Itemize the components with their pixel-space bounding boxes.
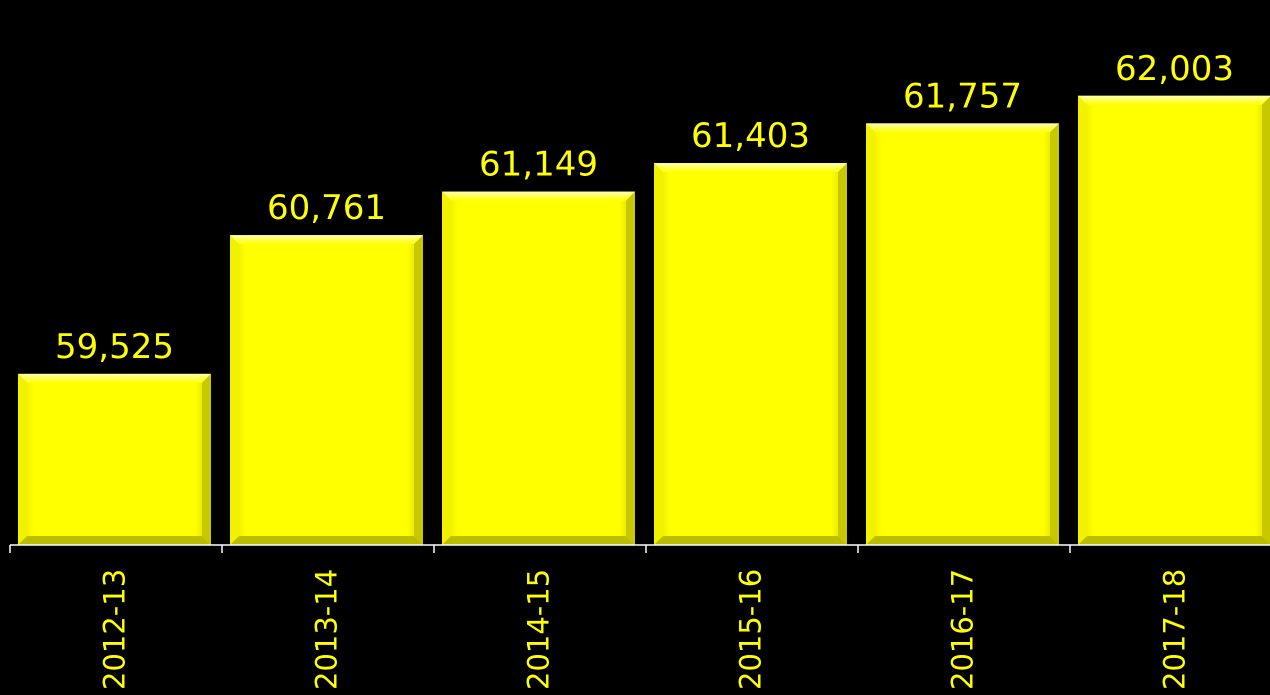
bars-layer <box>18 95 1270 546</box>
data-label-2016-17: 61,757 <box>903 76 1022 116</box>
data-label-2015-16: 61,403 <box>691 116 810 156</box>
x-axis <box>9 544 1270 553</box>
bar-2013-14 <box>230 235 423 545</box>
bar-2017-18 <box>1078 95 1270 545</box>
bar-2014-15 <box>442 191 635 545</box>
data-label-2012-13: 59,525 <box>55 327 174 367</box>
bar-2015-16 <box>654 163 847 545</box>
data-label-2017-18: 62,003 <box>1115 49 1234 89</box>
bar-2012-13 <box>18 373 211 545</box>
x-tick-label-2012-13: 2012-13 <box>98 569 132 690</box>
bar-2016-17 <box>866 123 1059 546</box>
x-tick-label-2015-16: 2015-16 <box>734 569 768 690</box>
x-tick-label-2014-15: 2014-15 <box>522 569 556 690</box>
data-label-2013-14: 60,761 <box>267 188 386 228</box>
x-tick-label-2016-17: 2016-17 <box>946 569 980 690</box>
x-tick-label-2017-18: 2017-18 <box>1158 569 1192 690</box>
x-tick-labels: 2012-13 2013-14 2014-15 2015-16 2016-17 2017-… <box>98 569 1192 690</box>
x-tick-label-2013-14: 2013-14 <box>310 569 344 690</box>
value-labels-layer: 59,525 60,761 61,149 61,403 61,757 62,003 <box>55 49 1234 367</box>
data-label-2014-15: 61,149 <box>479 145 598 185</box>
